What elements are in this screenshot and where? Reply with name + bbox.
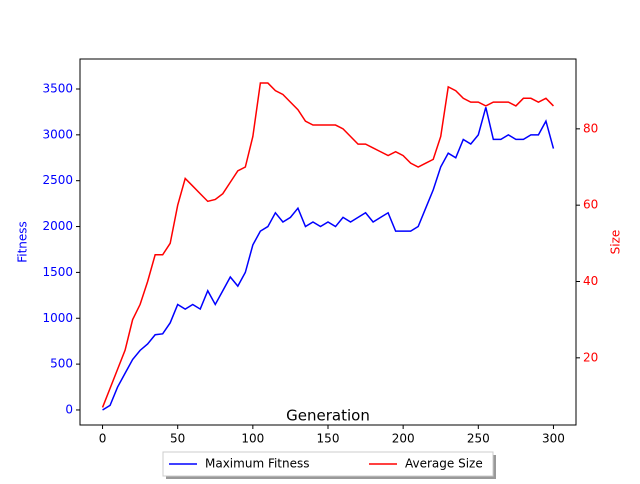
series-line <box>101 82 554 408</box>
y-tick-label: 3000 <box>42 127 73 141</box>
x-axis-label: Generation <box>286 407 370 425</box>
y-tick-label: 1000 <box>42 311 73 325</box>
x-tick-label: 150 <box>317 432 340 446</box>
y-tick-label: 2500 <box>42 173 73 187</box>
y2-tick-label: 20 <box>583 350 598 364</box>
y2-tick-label: 80 <box>583 121 598 135</box>
x-tick-label: 50 <box>170 432 185 446</box>
x-tick-label: 250 <box>467 432 490 446</box>
y2-tick-label: 40 <box>583 274 598 288</box>
x-tick-label: 200 <box>392 432 415 446</box>
x-tick-label: 100 <box>241 432 264 446</box>
plot-frame <box>79 58 577 426</box>
legend-label: Average Size <box>405 457 483 471</box>
y-tick-label: 1500 <box>42 265 73 279</box>
y-tick-label: 500 <box>50 357 73 371</box>
y-tick-label: 0 <box>65 402 73 416</box>
x-tick-label: 300 <box>542 432 565 446</box>
y2-axis-label: Size <box>609 230 623 255</box>
y-axis-label: Fitness <box>16 221 30 263</box>
x-tick-label: 0 <box>99 432 107 446</box>
y2-tick-label: 60 <box>583 198 598 212</box>
legend-box <box>162 451 494 477</box>
y-tick-label: 3500 <box>42 81 73 95</box>
y-tick-label: 2000 <box>42 219 73 233</box>
legend-label: Maximum Fitness <box>205 457 310 471</box>
series-line <box>102 107 555 411</box>
